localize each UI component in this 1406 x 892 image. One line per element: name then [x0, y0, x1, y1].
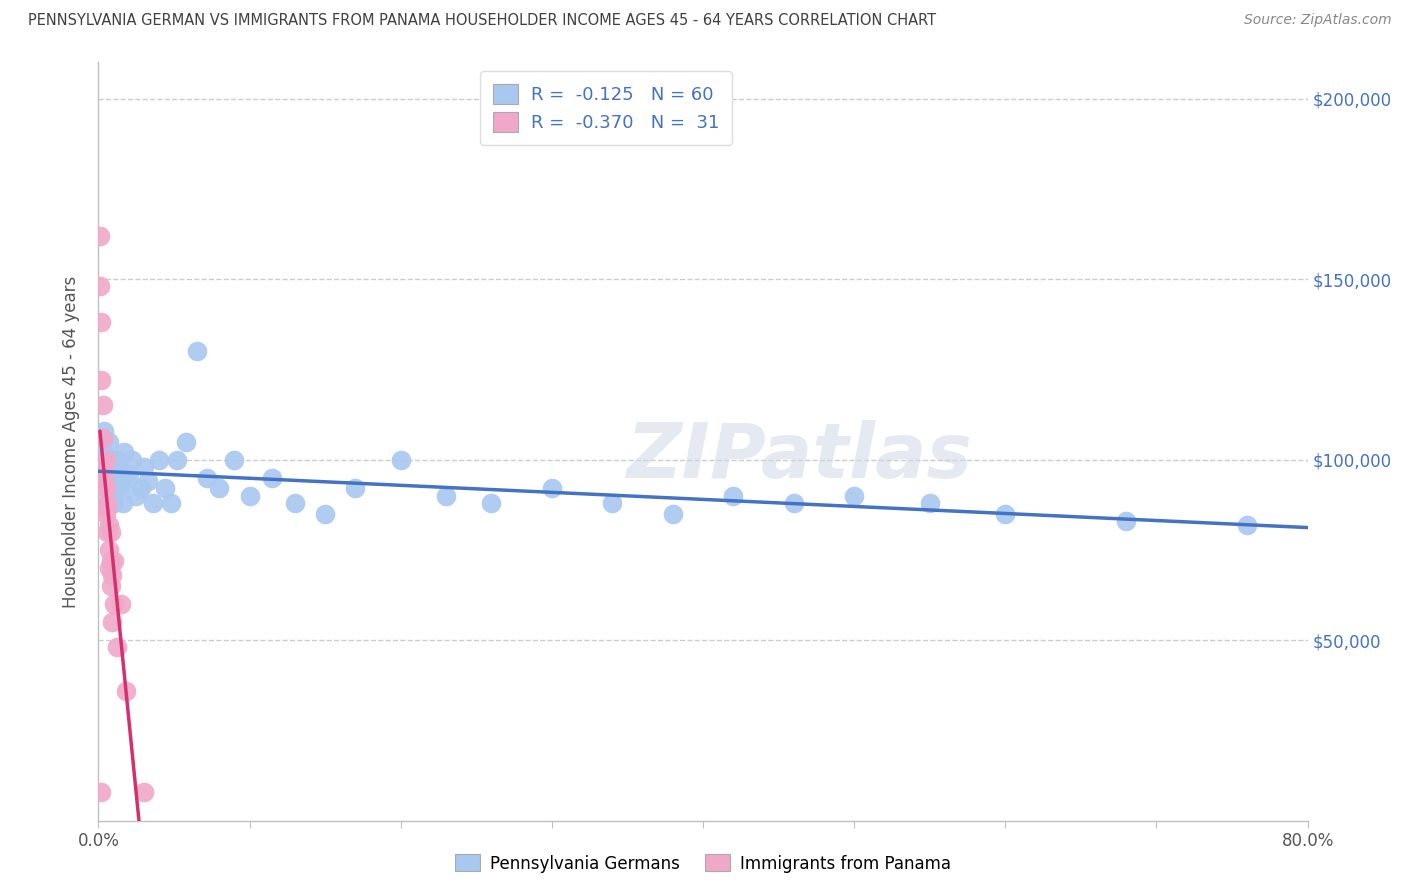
- Point: [148, 452, 170, 467]
- Point: [661, 507, 683, 521]
- Point: [208, 482, 231, 496]
- Point: [91, 459, 114, 474]
- Point: [389, 452, 412, 467]
- Y-axis label: Householder Income Ages 45 - 64 years: Householder Income Ages 45 - 64 years: [62, 276, 80, 607]
- Point: [89, 452, 111, 467]
- Text: PENNSYLVANIA GERMAN VS IMMIGRANTS FROM PANAMA HOUSEHOLDER INCOME AGES 45 - 64 YE: PENNSYLVANIA GERMAN VS IMMIGRANTS FROM P…: [28, 13, 936, 29]
- Point: [93, 470, 115, 484]
- Point: [142, 496, 165, 510]
- Point: [160, 496, 183, 510]
- Point: [101, 568, 124, 582]
- Point: [100, 554, 122, 568]
- Point: [344, 482, 367, 496]
- Point: [98, 561, 121, 575]
- Point: [104, 470, 127, 484]
- Point: [94, 470, 117, 484]
- Point: [118, 470, 141, 484]
- Point: [239, 489, 262, 503]
- Point: [101, 475, 124, 489]
- Point: [602, 496, 624, 510]
- Point: [1236, 517, 1258, 532]
- Point: [108, 463, 131, 477]
- Point: [90, 373, 112, 387]
- Point: [132, 785, 155, 799]
- Point: [434, 489, 457, 503]
- Point: [103, 597, 125, 611]
- Point: [186, 344, 208, 359]
- Point: [121, 452, 143, 467]
- Point: [114, 683, 136, 698]
- Legend: R =  -0.125   N = 60, R =  -0.370   N =  31: R = -0.125 N = 60, R = -0.370 N = 31: [481, 71, 733, 145]
- Point: [129, 482, 152, 496]
- Point: [91, 431, 114, 445]
- Point: [844, 489, 866, 503]
- Point: [314, 507, 336, 521]
- Point: [101, 452, 124, 467]
- Point: [166, 452, 188, 467]
- Point: [107, 482, 129, 496]
- Point: [91, 445, 114, 459]
- Point: [90, 785, 112, 799]
- Point: [224, 452, 246, 467]
- Text: Source: ZipAtlas.com: Source: ZipAtlas.com: [1244, 13, 1392, 28]
- Point: [132, 459, 155, 474]
- Point: [93, 500, 115, 514]
- Point: [153, 482, 176, 496]
- Point: [103, 467, 125, 481]
- Point: [93, 424, 115, 438]
- Legend: Pennsylvania Germans, Immigrants from Panama: Pennsylvania Germans, Immigrants from Pa…: [449, 847, 957, 880]
- Point: [100, 524, 122, 539]
- Point: [96, 500, 118, 514]
- Point: [98, 542, 121, 557]
- Point: [98, 467, 121, 481]
- Point: [96, 524, 118, 539]
- Point: [93, 478, 115, 492]
- Point: [994, 507, 1017, 521]
- Point: [110, 597, 132, 611]
- Point: [90, 470, 112, 484]
- Point: [125, 489, 148, 503]
- Point: [93, 482, 115, 496]
- Point: [103, 554, 125, 568]
- Point: [723, 489, 745, 503]
- Point: [112, 445, 135, 459]
- Point: [105, 640, 128, 655]
- Point: [918, 496, 941, 510]
- Point: [101, 615, 124, 629]
- Point: [783, 496, 806, 510]
- Point: [1115, 514, 1137, 528]
- Point: [481, 496, 503, 510]
- Point: [90, 315, 112, 329]
- Point: [98, 517, 121, 532]
- Point: [105, 452, 128, 467]
- Point: [94, 507, 117, 521]
- Point: [100, 579, 122, 593]
- Point: [100, 485, 122, 500]
- Point: [89, 279, 111, 293]
- Point: [94, 463, 117, 477]
- Point: [103, 496, 125, 510]
- Point: [284, 496, 307, 510]
- Point: [96, 496, 118, 510]
- Point: [96, 496, 118, 510]
- Point: [98, 434, 121, 449]
- Point: [89, 228, 111, 243]
- Point: [96, 452, 118, 467]
- Point: [91, 459, 114, 474]
- Text: ZIPatlas: ZIPatlas: [627, 420, 973, 493]
- Point: [94, 482, 117, 496]
- Point: [262, 470, 284, 484]
- Point: [111, 496, 134, 510]
- Point: [540, 482, 562, 496]
- Point: [174, 434, 197, 449]
- Point: [110, 478, 132, 492]
- Point: [91, 399, 114, 413]
- Point: [100, 459, 122, 474]
- Point: [114, 467, 136, 481]
- Point: [94, 452, 117, 467]
- Point: [136, 475, 159, 489]
- Point: [195, 470, 218, 484]
